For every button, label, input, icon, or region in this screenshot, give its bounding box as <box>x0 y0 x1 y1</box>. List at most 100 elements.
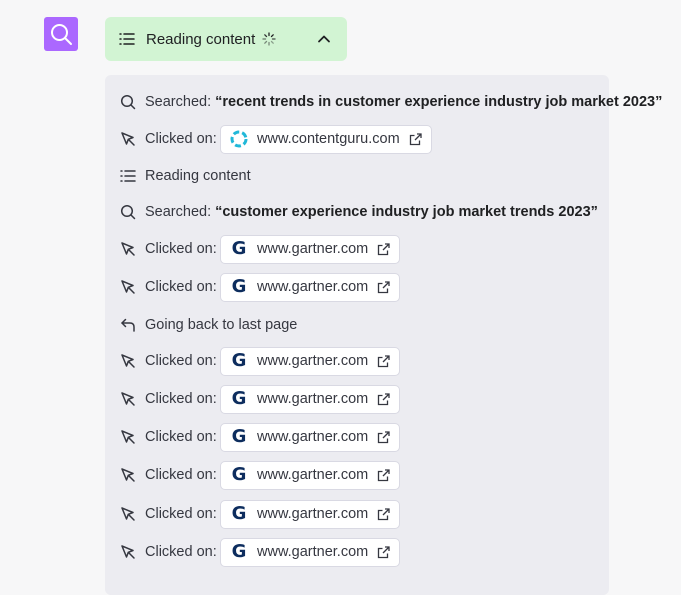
step-row-click: Clicked on: <box>120 386 217 412</box>
cursor-click-icon <box>121 545 135 559</box>
step-label: Clicked on: <box>145 506 217 522</box>
step-label: Clicked on: <box>145 131 217 147</box>
site-domain: www.gartner.com <box>257 241 369 257</box>
external-link-icon <box>378 354 390 367</box>
site-favicon: G <box>229 239 249 259</box>
chevron-up-icon[interactable] <box>317 32 331 46</box>
gartner-icon: G <box>231 276 247 297</box>
step-label: Going back to last page <box>145 317 298 333</box>
cursor-click-icon <box>121 280 135 294</box>
site-domain: www.gartner.com <box>257 429 369 445</box>
gartner-icon: G <box>231 238 247 259</box>
external-link[interactable] <box>377 242 390 256</box>
external-link-icon <box>378 545 390 558</box>
external-link-icon <box>378 468 390 481</box>
site-favicon: G <box>229 504 249 524</box>
external-link[interactable] <box>377 280 390 294</box>
step-row-click: Clicked on: <box>120 424 217 450</box>
site-domain: www.gartner.com <box>257 506 369 522</box>
external-link[interactable] <box>377 354 390 368</box>
step-row-back: Going back to last page <box>120 312 297 338</box>
step-label: Clicked on: <box>145 391 217 407</box>
site-favicon: G <box>229 277 249 297</box>
step-icon <box>120 204 136 220</box>
step-label: Searched: <box>145 94 212 110</box>
step-label: Clicked on: <box>145 467 217 483</box>
step-label: Clicked on: <box>145 429 217 445</box>
step-icon <box>120 279 136 295</box>
cursor-click-icon <box>121 430 135 444</box>
step-icon <box>120 429 136 445</box>
step-row-click: Clicked on: <box>120 539 217 565</box>
gartner-icon: G <box>231 464 247 485</box>
external-link[interactable] <box>377 545 390 559</box>
step-row-click: Clicked on: <box>120 236 217 262</box>
gartner-icon: G <box>231 426 247 447</box>
cursor-click-icon <box>121 132 135 146</box>
search-icon <box>51 24 72 45</box>
step-row-click: Clicked on: <box>120 348 217 374</box>
step-icon <box>120 506 136 522</box>
site-domain: www.contentguru.com <box>257 131 400 147</box>
cursor-click-icon <box>121 507 135 521</box>
external-link[interactable] <box>377 430 390 444</box>
gartner-icon: G <box>231 350 247 371</box>
external-link[interactable] <box>377 468 390 482</box>
step-icon <box>120 241 136 257</box>
step-row-read: Reading content <box>120 163 251 189</box>
step-icon <box>120 544 136 560</box>
site-domain: www.gartner.com <box>257 467 369 483</box>
gartner-icon: G <box>231 541 247 562</box>
site-favicon: G <box>229 542 249 562</box>
external-link-icon <box>378 507 390 520</box>
step-label: Clicked on: <box>145 353 217 369</box>
site-domain: www.gartner.com <box>257 353 369 369</box>
external-link-icon <box>378 242 390 255</box>
list-icon <box>120 170 136 182</box>
search-query: “customer experience industry job market… <box>215 204 598 220</box>
external-link-icon <box>378 392 390 405</box>
step-label: Clicked on: <box>145 241 217 257</box>
external-link[interactable] <box>377 392 390 406</box>
external-link[interactable] <box>377 507 390 521</box>
step-icon <box>120 94 136 110</box>
step-label: Reading content <box>145 168 251 184</box>
search-query: “recent trends in customer experience in… <box>215 94 663 110</box>
step-icon <box>120 317 136 333</box>
gartner-icon: G <box>231 503 247 524</box>
cursor-click-icon <box>121 242 135 256</box>
site-favicon: G <box>229 351 249 371</box>
step-row-click: Clicked on: <box>120 126 217 152</box>
cursor-click-icon <box>121 354 135 368</box>
external-link-icon <box>378 430 390 443</box>
step-icon <box>120 391 136 407</box>
back-arrow-icon <box>121 318 135 332</box>
gartner-icon: G <box>231 388 247 409</box>
site-domain: www.gartner.com <box>257 391 369 407</box>
step-label: Searched: <box>145 204 212 220</box>
step-icon <box>120 467 136 483</box>
site-link-chip[interactable]: www.contentguru.com <box>220 124 432 154</box>
browsing-status-toggle[interactable]: Reading content <box>105 17 347 61</box>
site-favicon: G <box>229 389 249 409</box>
external-link[interactable] <box>409 132 422 146</box>
site-favicon <box>229 129 249 149</box>
status-text: Reading content <box>146 30 256 48</box>
contentguru-icon <box>230 130 248 148</box>
step-icon <box>120 131 136 147</box>
step-icon <box>120 353 136 369</box>
site-domain: www.gartner.com <box>257 279 369 295</box>
cursor-click-icon <box>121 392 135 406</box>
step-icon <box>120 168 136 184</box>
search-plugin-avatar <box>44 17 78 51</box>
external-link-icon <box>409 132 422 145</box>
step-row-click: Clicked on: <box>120 462 217 488</box>
